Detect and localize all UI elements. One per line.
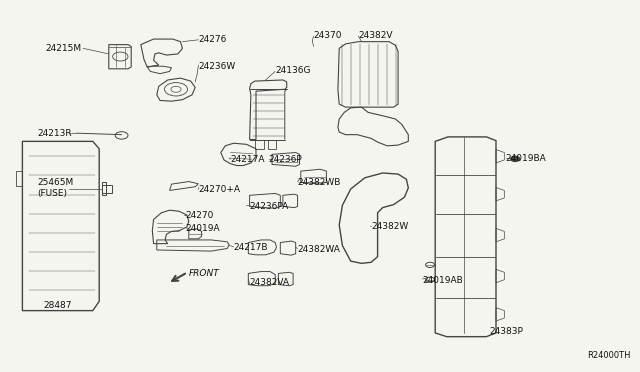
- Text: 24213R: 24213R: [37, 129, 72, 138]
- Text: 24236PA: 24236PA: [250, 202, 289, 211]
- Text: 24382V: 24382V: [358, 31, 393, 40]
- Text: 24382WB: 24382WB: [298, 178, 341, 187]
- Text: 24215M: 24215M: [46, 44, 82, 53]
- Text: 24236W: 24236W: [198, 62, 236, 71]
- Text: 25465M
(FUSE): 25465M (FUSE): [37, 178, 74, 198]
- Text: 24136G: 24136G: [275, 66, 310, 75]
- Text: R24000TH: R24000TH: [587, 351, 630, 360]
- Text: 24236P: 24236P: [269, 155, 303, 164]
- Text: 24383P: 24383P: [490, 327, 524, 336]
- Text: 24270+A: 24270+A: [198, 185, 241, 194]
- Text: 24382W: 24382W: [371, 222, 408, 231]
- Text: FRONT: FRONT: [189, 269, 220, 278]
- Text: 24019BA: 24019BA: [506, 154, 547, 163]
- Text: 24382VA: 24382VA: [250, 278, 290, 287]
- Text: 24019AB: 24019AB: [422, 276, 463, 285]
- Text: 24270: 24270: [186, 211, 214, 220]
- Text: 24217B: 24217B: [234, 243, 268, 252]
- Text: 28487: 28487: [44, 301, 72, 310]
- Text: 24382WA: 24382WA: [298, 245, 340, 254]
- Circle shape: [511, 156, 520, 161]
- Text: 24019A: 24019A: [186, 224, 220, 233]
- Text: 24370: 24370: [314, 31, 342, 40]
- Text: 24217A: 24217A: [230, 155, 265, 164]
- Text: 24276: 24276: [198, 35, 227, 44]
